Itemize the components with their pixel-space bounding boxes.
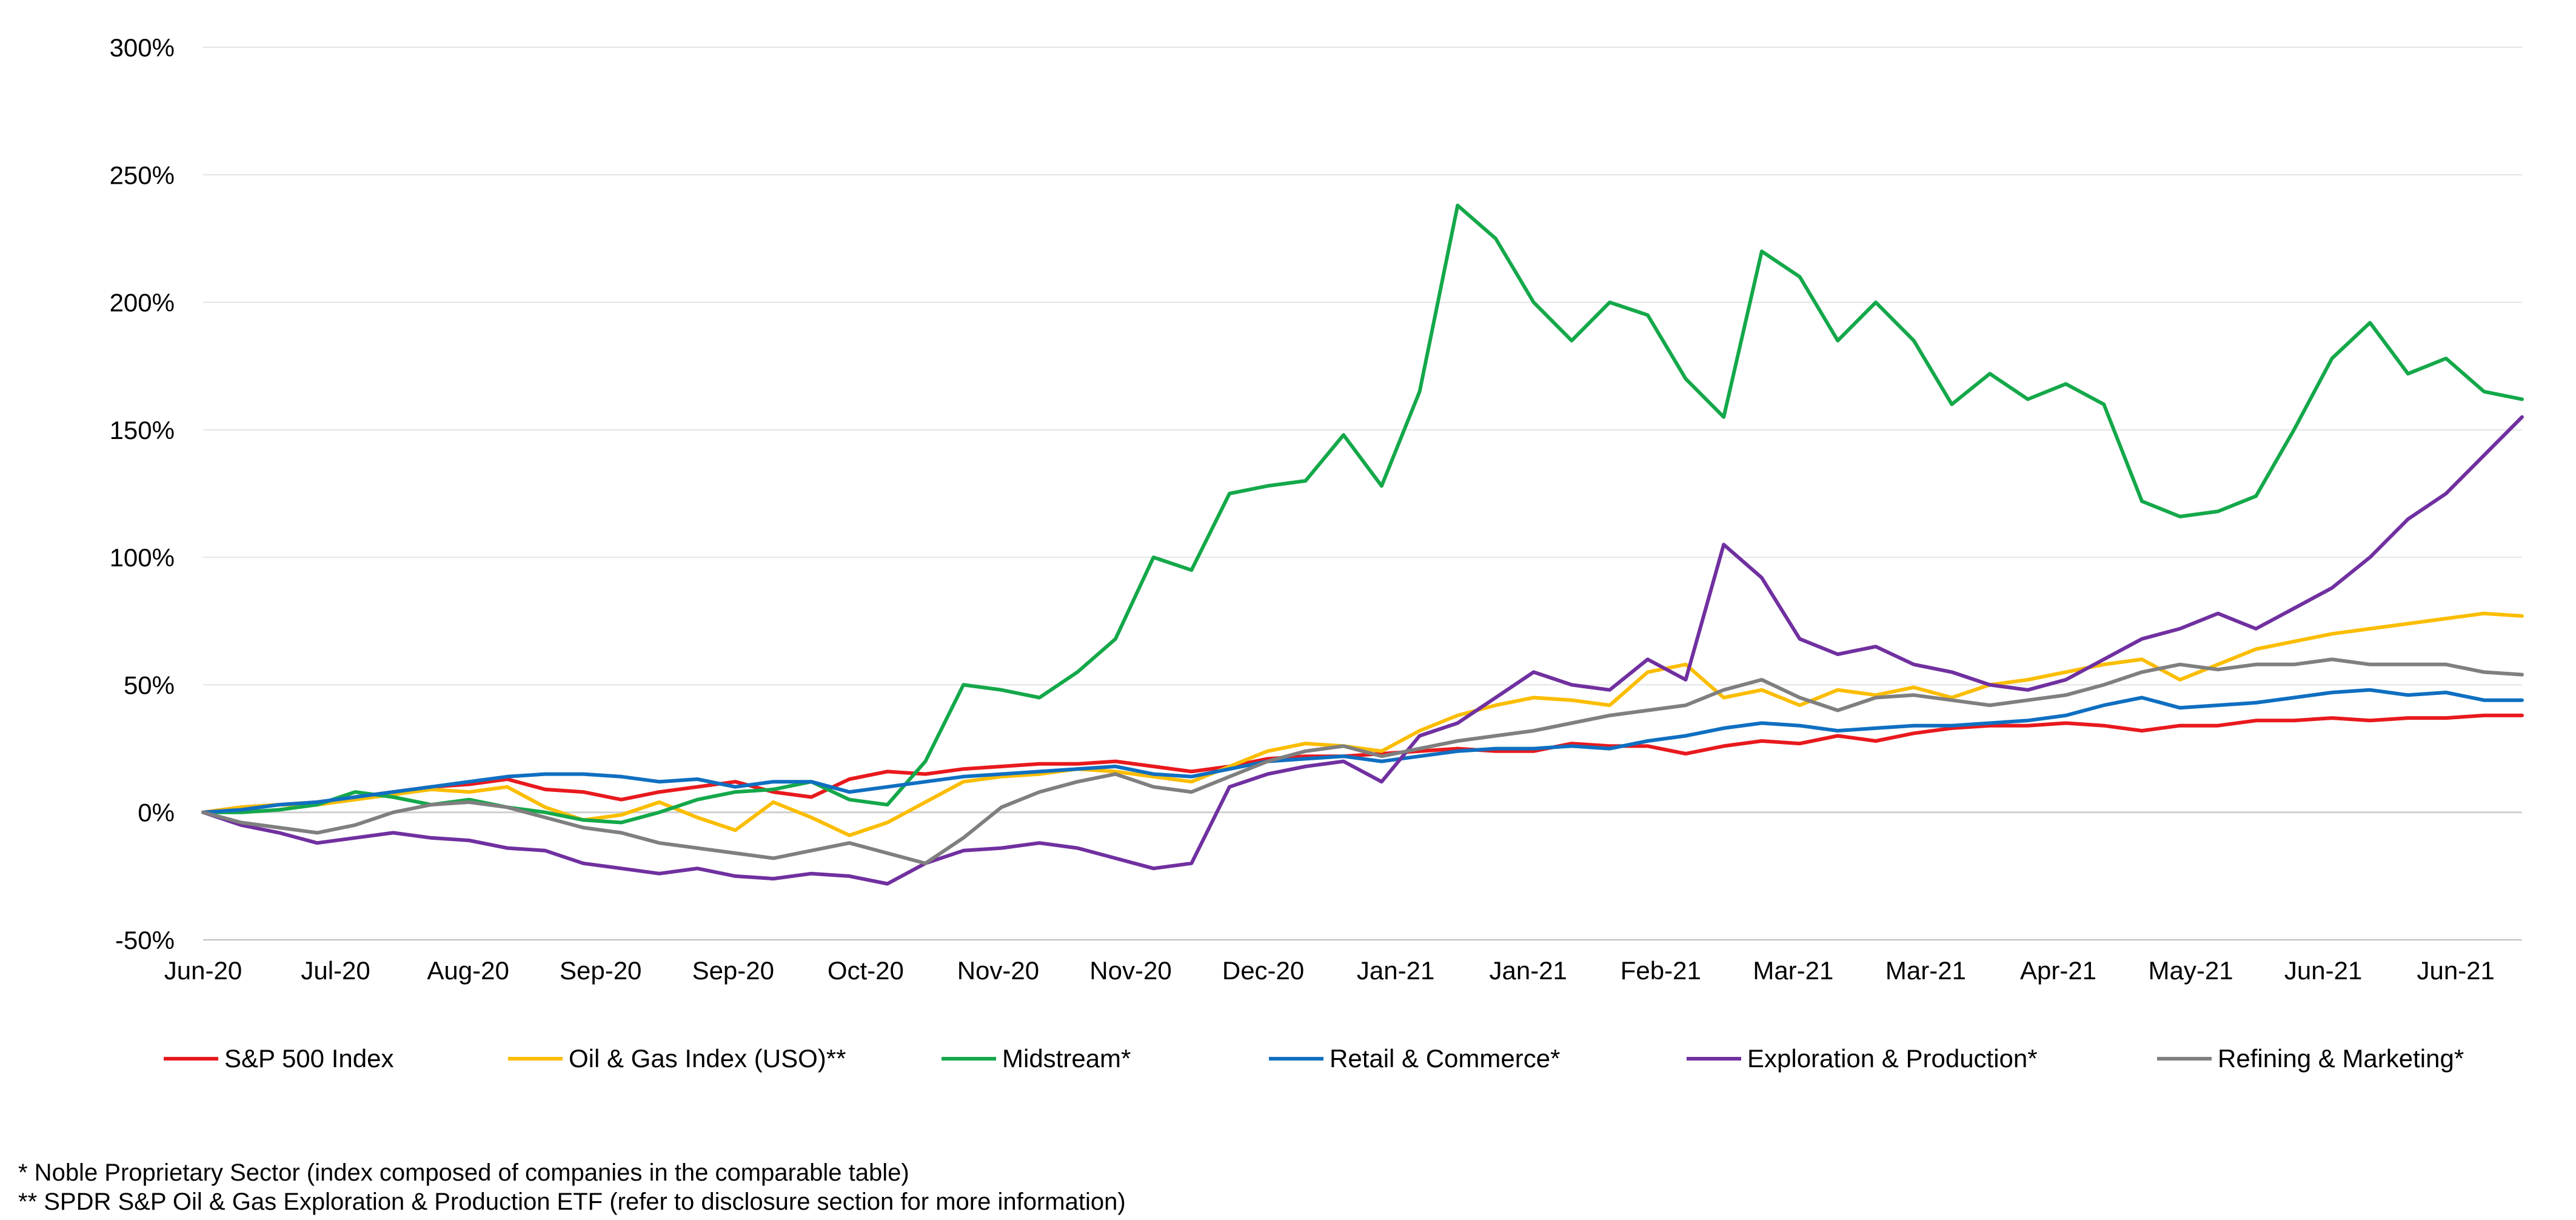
y-tick-label: -50% <box>115 926 175 954</box>
x-tick-label: Jan-21 <box>1357 956 1434 985</box>
x-tick-label: Nov-20 <box>957 956 1039 985</box>
series-line-1 <box>201 611 2524 837</box>
y-tick-label: 150% <box>110 416 175 444</box>
x-tick-label: Apr-21 <box>2020 956 2096 985</box>
legend-label-2: Midstream* <box>1002 1044 1131 1073</box>
x-tick-label: Jun-21 <box>2417 956 2495 985</box>
legend-label-4: Exploration & Production* <box>1747 1044 2038 1073</box>
x-tick-label: Sep-20 <box>692 956 774 985</box>
legend-label-5: Refining & Marketing* <box>2218 1044 2464 1073</box>
x-tick-label: Mar-21 <box>1753 956 1833 985</box>
footnote-spdr-etf: ** SPDR S&P Oil & Gas Exploration & Prod… <box>18 1188 1126 1215</box>
x-tick-label: Jun-20 <box>164 956 242 985</box>
footnote-noble-sector: * Noble Proprietary Sector (index compos… <box>18 1159 909 1186</box>
y-tick-label: 100% <box>110 543 175 572</box>
x-tick-label: Feb-21 <box>1621 956 1701 985</box>
gridlines <box>203 47 2522 940</box>
y-tick-label: 0% <box>138 799 175 827</box>
x-tick-label: Jun-21 <box>2284 956 2362 985</box>
series-line-4 <box>201 415 2524 886</box>
legend-label-1: Oil & Gas Index (USO)** <box>569 1044 846 1073</box>
y-tick-label: 200% <box>110 289 175 317</box>
series-line-2 <box>201 203 2524 825</box>
x-tick-label: Nov-20 <box>1089 956 1171 985</box>
x-tick-label: Aug-20 <box>427 956 509 985</box>
x-tick-label: Jan-21 <box>1490 956 1567 985</box>
axes: -50% 0% 50% 100% 150% 200% 250% 300% Jun-20 Jul-2… <box>110 33 2522 985</box>
x-tick-label: Oct-20 <box>828 956 904 985</box>
legend-label-3: Retail & Commerce* <box>1330 1044 1560 1073</box>
x-tick-label: Jul-20 <box>301 956 370 985</box>
x-tick-label: Sep-20 <box>560 956 641 985</box>
series-line-0 <box>201 713 2524 814</box>
legend: S&P 500 Index Oil & Gas Index (USO)** Mids… <box>164 1044 2464 1073</box>
x-tick-label: Dec-20 <box>1222 956 1304 985</box>
legend-label-0: S&P 500 Index <box>224 1044 393 1073</box>
x-tick-label: May-21 <box>2149 956 2233 985</box>
series-line-3 <box>201 688 2524 814</box>
y-tick-label: 300% <box>110 33 175 62</box>
series-line-5 <box>201 657 2524 865</box>
x-tick-label: Mar-21 <box>1885 956 1966 985</box>
y-tick-label: 50% <box>124 671 175 699</box>
series-lines <box>201 203 2524 886</box>
y-tick-label: 250% <box>110 161 175 189</box>
